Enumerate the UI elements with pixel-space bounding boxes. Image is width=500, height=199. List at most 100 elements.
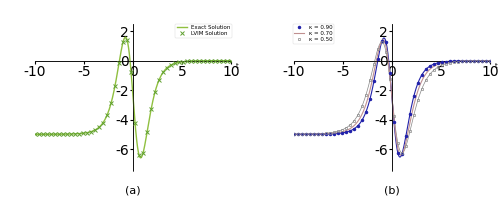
- κ = 0.90: [415, 82, 421, 84]
- κ = 0.90: [303, 133, 309, 136]
- κ = 0.70: [380, 39, 386, 41]
- κ = 0.90: [331, 133, 337, 135]
- LVIM Solution: [212, 60, 218, 62]
- LVIM Solution: [216, 60, 222, 62]
- κ = 0.90: [391, 121, 397, 123]
- κ = 0.50: [403, 145, 409, 147]
- κ = 0.70: [483, 60, 489, 62]
- κ = 0.90: [455, 60, 461, 62]
- LVIM Solution: [96, 126, 102, 129]
- κ = 0.50: [327, 132, 333, 134]
- κ = 0.90: [347, 130, 353, 132]
- κ = 0.90: [299, 133, 305, 136]
- LVIM Solution: [192, 60, 198, 62]
- κ = 0.50: [311, 133, 317, 135]
- κ = 0.70: [452, 60, 458, 62]
- LVIM Solution: [160, 71, 166, 73]
- κ = 0.90: [367, 98, 373, 100]
- κ = 0.90: [319, 133, 325, 135]
- κ = 0.90: [467, 60, 473, 62]
- κ = 0.90: [387, 72, 393, 74]
- κ = 0.50: [415, 99, 421, 101]
- κ = 0.90: [351, 128, 357, 130]
- LVIM Solution: [144, 131, 150, 133]
- Legend: Exact Solution, LVIM Solution: Exact Solution, LVIM Solution: [175, 24, 233, 38]
- κ = 0.90: [379, 40, 385, 42]
- κ = 0.90: [487, 60, 493, 62]
- κ = 0.90: [479, 60, 485, 62]
- κ = 0.90: [291, 133, 297, 136]
- LVIM Solution: [164, 66, 170, 69]
- κ = 0.90: [323, 133, 329, 135]
- κ = 0.90: [335, 132, 341, 135]
- κ = 0.50: [315, 133, 321, 135]
- κ = 0.50: [355, 114, 361, 116]
- LVIM Solution: [100, 122, 106, 124]
- κ = 0.70: [408, 115, 414, 117]
- Text: (a): (a): [125, 185, 141, 195]
- LVIM Solution: [200, 60, 206, 62]
- κ = 0.70: [398, 154, 404, 156]
- κ = 0.90: [371, 80, 377, 82]
- LVIM Solution: [128, 71, 134, 73]
- κ = 0.50: [419, 87, 425, 90]
- LVIM Solution: [188, 60, 194, 62]
- κ = 0.50: [347, 124, 353, 126]
- κ = 0.90: [375, 58, 381, 60]
- κ = 0.50: [423, 79, 429, 81]
- κ = 0.90: [403, 135, 409, 137]
- LVIM Solution: [168, 64, 174, 66]
- κ = 0.50: [471, 60, 477, 62]
- κ = 0.90: [423, 68, 429, 71]
- κ = 0.50: [455, 60, 461, 63]
- κ = 0.50: [335, 130, 341, 133]
- κ = 0.50: [431, 69, 437, 71]
- κ = 0.90: [363, 111, 369, 113]
- κ = 0.50: [447, 62, 453, 64]
- LVIM Solution: [204, 60, 210, 62]
- LVIM Solution: [72, 133, 78, 135]
- κ = 0.50: [363, 94, 369, 96]
- κ = 0.90: [343, 131, 349, 133]
- κ = 0.90: [435, 62, 441, 64]
- κ = 0.50: [383, 50, 389, 53]
- Legend: κ = 0.90, κ = 0.70, κ = 0.50: κ = 0.90, κ = 0.70, κ = 0.50: [292, 24, 334, 44]
- Text: t: t: [495, 63, 498, 69]
- LVIM Solution: [76, 133, 82, 135]
- Exact Solution: [138, 157, 143, 159]
- LVIM Solution: [152, 91, 158, 93]
- LVIM Solution: [224, 60, 230, 62]
- κ = 0.90: [447, 60, 453, 62]
- κ = 0.50: [379, 41, 385, 43]
- κ = 0.50: [395, 142, 401, 145]
- κ = 0.90: [475, 60, 481, 62]
- LVIM Solution: [120, 41, 126, 43]
- LVIM Solution: [140, 152, 146, 154]
- κ = 0.50: [303, 133, 309, 135]
- Exact Solution: [126, 46, 132, 49]
- LVIM Solution: [136, 154, 142, 156]
- Exact Solution: [122, 36, 128, 38]
- Exact Solution: [139, 155, 145, 158]
- LVIM Solution: [196, 60, 202, 62]
- κ = 0.90: [431, 63, 437, 65]
- κ = 0.90: [483, 60, 489, 62]
- Line: LVIM Solution: LVIM Solution: [33, 38, 233, 157]
- κ = 0.50: [299, 133, 305, 135]
- κ = 0.70: [398, 154, 404, 156]
- κ = 0.50: [375, 48, 381, 50]
- κ = 0.90: [295, 133, 301, 136]
- LVIM Solution: [112, 84, 118, 87]
- Exact Solution: [126, 56, 132, 59]
- LVIM Solution: [124, 39, 130, 41]
- κ = 0.50: [291, 133, 297, 136]
- κ = 0.50: [427, 73, 433, 75]
- Text: t: t: [236, 63, 239, 69]
- LVIM Solution: [180, 60, 186, 63]
- κ = 0.50: [411, 113, 417, 116]
- Exact Solution: [228, 60, 234, 62]
- κ = 0.50: [387, 78, 393, 81]
- LVIM Solution: [56, 133, 62, 136]
- κ = 0.50: [439, 64, 445, 66]
- Exact Solution: [150, 101, 156, 103]
